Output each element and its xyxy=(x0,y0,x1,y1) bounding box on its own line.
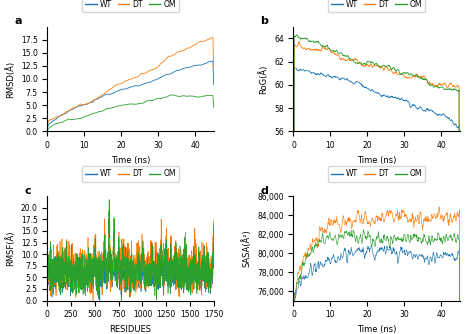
Y-axis label: RMSD(Å): RMSD(Å) xyxy=(5,60,15,98)
Legend: WT, DT, OM: WT, DT, OM xyxy=(82,0,179,12)
Legend: WT, DT, OM: WT, DT, OM xyxy=(328,0,425,12)
Text: c: c xyxy=(24,186,31,196)
Text: d: d xyxy=(260,186,268,196)
Y-axis label: RMSF(Å): RMSF(Å) xyxy=(5,230,15,266)
Text: b: b xyxy=(260,16,268,26)
X-axis label: RESIDUES: RESIDUES xyxy=(109,325,152,334)
X-axis label: Time (ns): Time (ns) xyxy=(357,156,396,165)
Legend: WT, DT, OM: WT, DT, OM xyxy=(328,166,425,182)
X-axis label: Time (ns): Time (ns) xyxy=(111,156,150,165)
Legend: WT, DT, OM: WT, DT, OM xyxy=(82,166,179,182)
Y-axis label: RoG(Å): RoG(Å) xyxy=(259,64,268,94)
Y-axis label: SASA(Å²): SASA(Å²) xyxy=(242,229,252,267)
Text: a: a xyxy=(14,16,22,26)
X-axis label: Time (ns): Time (ns) xyxy=(357,325,396,334)
